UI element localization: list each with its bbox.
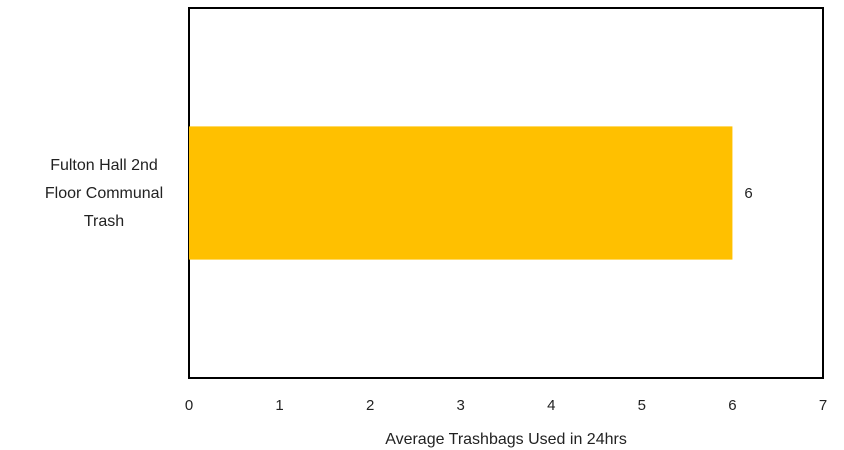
category-label: Fulton Hall 2nd Floor Communal Trash xyxy=(45,157,163,230)
x-tick-label: 7 xyxy=(819,397,827,414)
bar-data-label: 6 xyxy=(744,185,752,202)
x-tick-labels: 0 1 2 3 4 5 6 7 xyxy=(185,397,827,414)
x-tick-label: 3 xyxy=(457,397,465,414)
x-tick-label: 4 xyxy=(547,397,555,414)
x-tick-label: 2 xyxy=(366,397,374,414)
bars-group xyxy=(189,126,733,260)
x-tick-label: 1 xyxy=(275,397,283,414)
x-axis-title: Average Trashbags Used in 24hrs xyxy=(385,431,627,448)
data-labels: 6 xyxy=(744,185,752,202)
x-tick-label: 6 xyxy=(728,397,736,414)
category-labels: Fulton Hall 2nd Floor Communal Trash xyxy=(45,157,163,230)
category-label-line: Floor Communal xyxy=(45,185,163,202)
x-tick-label: 5 xyxy=(638,397,646,414)
category-label-line: Trash xyxy=(84,213,124,230)
bar xyxy=(189,126,733,260)
x-tick-label: 0 xyxy=(185,397,193,414)
category-label-line: Fulton Hall 2nd xyxy=(50,157,158,174)
